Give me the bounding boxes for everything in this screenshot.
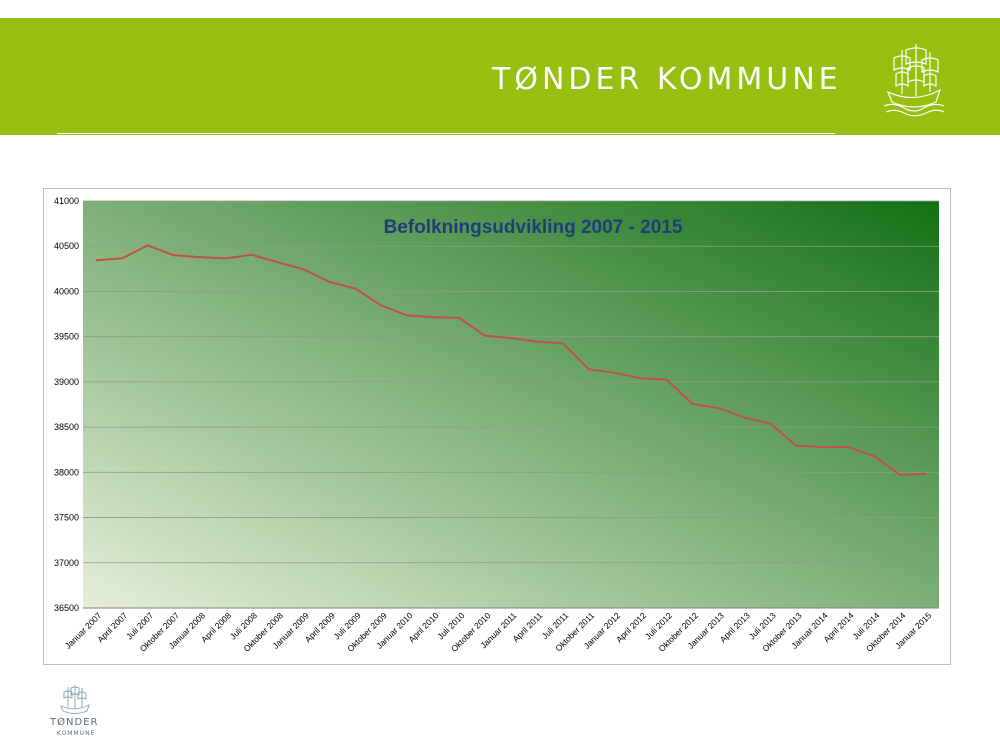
footer-brand: TØNDER (50, 717, 99, 728)
header-banner (0, 18, 1000, 135)
y-tick-label: 38500 (54, 422, 79, 432)
y-tick-label: 39000 (54, 377, 79, 387)
header-divider (57, 133, 835, 134)
y-tick-label: 38000 (54, 467, 79, 477)
brand-name: TØNDER KOMMUNE (492, 62, 842, 97)
y-tick-label: 40000 (54, 286, 79, 296)
footer-ship-logo-icon (60, 685, 90, 714)
population-line-chart: 36500 37000 37500 38000 38500 39000 39500 40000… (54, 196, 939, 654)
y-tick-label: 39500 (54, 332, 79, 342)
footer-brand-sub: KOMMUNE (57, 730, 96, 737)
y-tick-label: 41000 (54, 196, 79, 206)
y-tick-label: 40500 (54, 241, 79, 251)
chart-frame: 36500 37000 37500 38000 38500 39000 39500 40000… (43, 188, 951, 665)
series-line (95, 244, 927, 477)
x-tick-label: Januar 2007 (63, 610, 104, 651)
plot-area (83, 201, 939, 608)
y-tick-label: 37000 (54, 558, 79, 568)
ship-logo-icon (883, 44, 945, 117)
y-tick-label: 36500 (54, 603, 79, 613)
chart-title: Befolkningsudvikling 2007 - 2015 (384, 217, 683, 238)
y-tick-label: 37500 (54, 513, 79, 523)
